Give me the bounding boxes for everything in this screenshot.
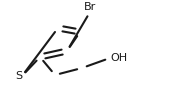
Text: S: S [15,71,22,81]
Text: OH: OH [110,53,127,63]
Text: Br: Br [84,2,96,12]
